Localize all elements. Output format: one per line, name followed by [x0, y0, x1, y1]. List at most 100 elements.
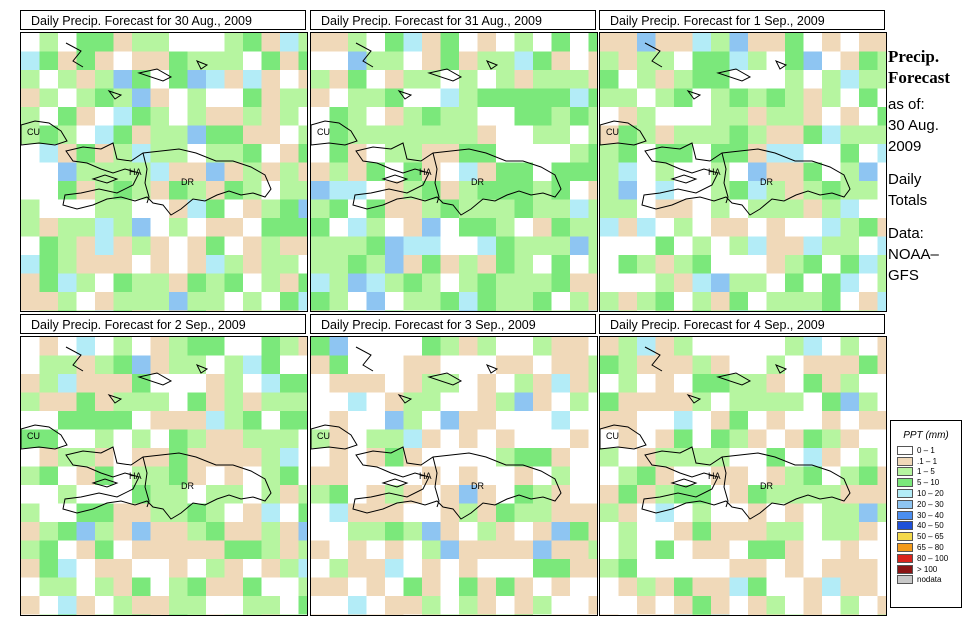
- precip-cell: [298, 70, 307, 89]
- precip-cell: [785, 503, 804, 523]
- precip-cell: [348, 181, 367, 200]
- precip-cell: [600, 374, 619, 393]
- precip-cell: [280, 522, 299, 541]
- precip-cell: [366, 144, 386, 163]
- precip-cell: [551, 218, 571, 237]
- precip-cell: [206, 355, 225, 375]
- precip-cell: [803, 236, 823, 256]
- precip-cell: [803, 448, 823, 467]
- precip-cell: [785, 33, 804, 52]
- precip-cell: [95, 355, 114, 375]
- precip-cell: [692, 337, 712, 356]
- precip-cell: [311, 411, 330, 430]
- precip-cell: [477, 374, 497, 393]
- island-outline: [355, 346, 374, 372]
- precip-cell: [729, 33, 749, 52]
- precip-cell: [600, 33, 619, 52]
- precip-cell: [440, 181, 460, 200]
- precip-cell: [748, 559, 767, 578]
- gonave-outline: [381, 174, 409, 184]
- precip-cell: [840, 144, 860, 163]
- precip-cell: [58, 107, 77, 126]
- precip-cell: [588, 392, 597, 412]
- precip-cell: [570, 51, 589, 71]
- precip-cell: [150, 144, 170, 163]
- precip-cell: [674, 236, 693, 256]
- precip-cell: [877, 199, 886, 219]
- precip-cell: [440, 411, 460, 430]
- precip-cell: [618, 429, 638, 449]
- precip-cell: [637, 559, 656, 578]
- map-label-cuba: CU: [606, 127, 619, 137]
- precip-cell: [243, 273, 262, 293]
- precip-cell: [785, 125, 804, 145]
- precip-cell: [243, 218, 262, 237]
- precip-cell: [311, 144, 330, 163]
- precip-cell: [150, 162, 170, 182]
- precip-cell: [618, 310, 638, 311]
- precip-cell: [637, 577, 656, 597]
- precip-cell: [785, 522, 804, 541]
- precip-cell: [224, 181, 244, 200]
- precip-cell: [496, 337, 515, 356]
- precip-cell: [224, 125, 244, 145]
- precip-cell: [877, 88, 886, 108]
- precip-cell: [132, 374, 151, 393]
- precip-cell: [422, 614, 441, 615]
- precip-cell: [403, 255, 423, 274]
- precip-cell: [422, 107, 441, 126]
- precip-cell: [206, 162, 225, 182]
- precip-cell: [859, 51, 878, 71]
- precip-cell: [261, 392, 281, 412]
- precip-cell: [766, 181, 786, 200]
- precip-cell: [637, 522, 656, 541]
- precip-cell: [514, 273, 534, 293]
- precip-cell: [840, 374, 860, 393]
- precip-cell: [637, 485, 656, 504]
- precip-cell: [729, 577, 749, 597]
- precip-cell: [150, 255, 170, 274]
- precip-cell: [224, 51, 244, 71]
- sidebar-title-line2: Forecast: [888, 68, 950, 87]
- precip-cell: [600, 107, 619, 126]
- precip-cell: [206, 292, 225, 311]
- precip-cell: [440, 310, 460, 311]
- precip-cell: [477, 107, 497, 126]
- precip-cell: [422, 522, 441, 541]
- precip-cell: [785, 70, 804, 89]
- precip-cell: [822, 33, 841, 52]
- precip-cell: [803, 33, 823, 52]
- precip-cell: [692, 199, 712, 219]
- precip-cell: [692, 355, 712, 375]
- precip-cell: [58, 577, 77, 597]
- precip-cell: [692, 448, 712, 467]
- precip-cell: [822, 144, 841, 163]
- precip-cell: [785, 614, 804, 615]
- island-outline: [644, 42, 663, 68]
- precip-cell: [76, 374, 96, 393]
- precip-cell: [311, 503, 330, 523]
- precip-cell: [95, 125, 114, 145]
- precip-cell: [58, 236, 77, 256]
- precip-cell: [95, 540, 114, 560]
- precip-cell: [150, 577, 170, 597]
- precip-cell: [477, 125, 497, 145]
- precip-cell: [674, 107, 693, 126]
- precip-cell: [366, 51, 386, 71]
- precip-cell: [711, 181, 730, 200]
- precip-cell: [533, 596, 552, 615]
- precip-cell: [822, 107, 841, 126]
- precip-cell: [348, 337, 367, 356]
- precip-cell: [58, 485, 77, 504]
- precip-cell: [600, 485, 619, 504]
- precip-cell: [169, 596, 188, 615]
- precip-cell: [711, 355, 730, 375]
- precip-cell: [440, 125, 460, 145]
- precip-cell: [206, 614, 225, 615]
- legend-row: .1 – 1: [897, 456, 961, 467]
- precip-cell: [877, 614, 886, 615]
- precip-cell: [877, 292, 886, 311]
- precip-cell: [261, 273, 281, 293]
- precip-cell: [224, 236, 244, 256]
- precip-cell: [329, 107, 349, 126]
